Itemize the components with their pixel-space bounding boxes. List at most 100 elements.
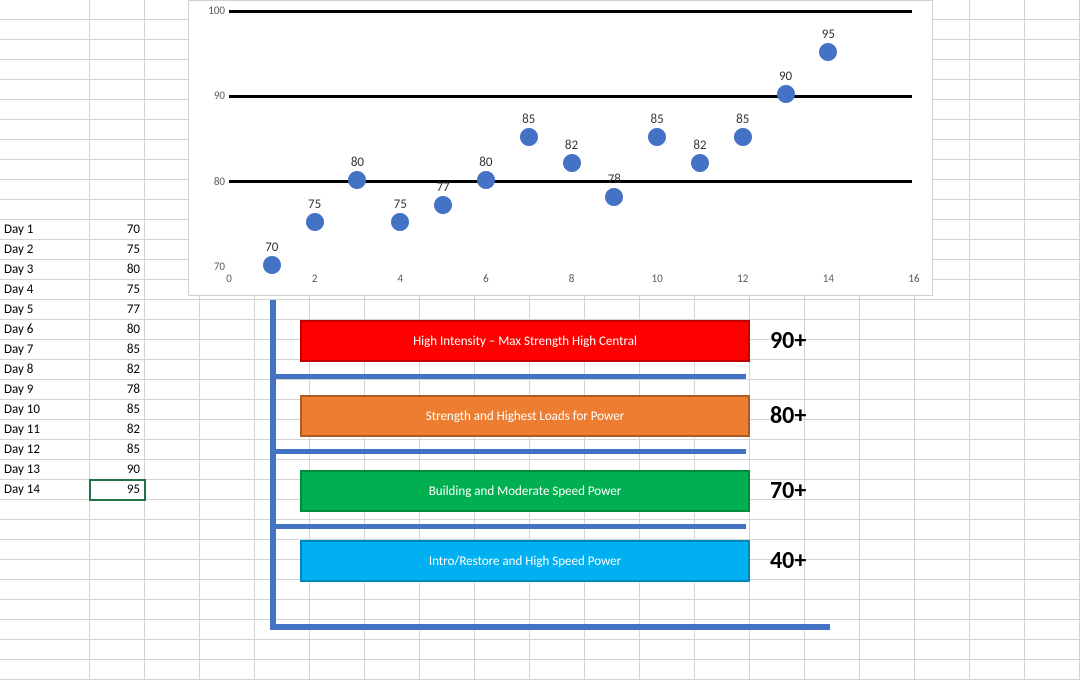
cell[interactable]: Day 7 [0,340,90,360]
cell[interactable] [970,220,1025,240]
cell[interactable] [1025,40,1080,60]
cell[interactable] [90,540,145,560]
cell[interactable] [1025,160,1080,180]
cell[interactable] [970,360,1025,380]
cell[interactable] [90,120,145,140]
cell[interactable] [970,520,1025,540]
cell[interactable]: 95 [90,480,145,500]
cell[interactable] [200,460,255,480]
cell[interactable] [970,500,1025,520]
cell[interactable] [585,660,640,680]
cell[interactable] [200,360,255,380]
cell[interactable] [145,320,200,340]
cell[interactable] [0,520,90,540]
cell[interactable] [0,500,90,520]
cell[interactable] [1025,560,1080,580]
cell[interactable] [1025,260,1080,280]
cell[interactable] [0,40,90,60]
data-point[interactable] [819,43,837,61]
cell[interactable] [1025,400,1080,420]
cell[interactable] [200,320,255,340]
cell[interactable] [970,300,1025,320]
cell[interactable]: Day 13 [0,460,90,480]
cell[interactable] [200,580,255,600]
cell[interactable] [1025,120,1080,140]
cell[interactable] [145,500,200,520]
cell[interactable] [90,0,145,20]
cell[interactable] [90,20,145,40]
cell[interactable] [970,600,1025,620]
cell[interactable] [90,80,145,100]
cell[interactable] [200,340,255,360]
cell[interactable] [90,640,145,660]
cell[interactable] [1025,300,1080,320]
cell[interactable] [1025,600,1080,620]
cell[interactable] [145,340,200,360]
cell[interactable] [90,500,145,520]
data-point[interactable] [263,256,281,274]
cell[interactable]: 78 [90,380,145,400]
cell[interactable] [970,640,1025,660]
cell[interactable] [0,620,90,640]
cell[interactable] [0,120,90,140]
cell[interactable] [970,80,1025,100]
cell[interactable] [0,80,90,100]
cell[interactable]: 85 [90,340,145,360]
cell[interactable] [145,660,200,680]
cell[interactable] [0,600,90,620]
cell[interactable] [970,60,1025,80]
cell[interactable] [200,540,255,560]
cell[interactable] [970,540,1025,560]
data-point[interactable] [691,154,709,172]
cell[interactable] [1025,60,1080,80]
data-point[interactable] [777,85,795,103]
cell[interactable] [145,300,200,320]
cell[interactable] [970,100,1025,120]
cell[interactable] [475,660,530,680]
cell[interactable] [970,560,1025,580]
data-point[interactable] [605,188,623,206]
cell[interactable] [1025,340,1080,360]
cell[interactable] [0,200,90,220]
cell[interactable] [90,180,145,200]
intensity-bar[interactable]: Intro/Restore and High Speed Power [300,540,750,582]
cell[interactable] [970,120,1025,140]
cell[interactable]: Day 4 [0,280,90,300]
cell[interactable] [1025,420,1080,440]
cell[interactable] [1025,280,1080,300]
cell[interactable] [90,140,145,160]
cell[interactable] [1025,380,1080,400]
data-point[interactable] [563,154,581,172]
cell[interactable] [200,620,255,640]
cell[interactable] [1025,640,1080,660]
cell[interactable] [0,0,90,20]
cell[interactable] [970,140,1025,160]
cell[interactable] [805,660,860,680]
cell[interactable] [1025,20,1080,40]
cell[interactable] [970,240,1025,260]
cell[interactable] [200,420,255,440]
cell[interactable] [970,660,1025,680]
cell[interactable] [145,640,200,660]
cell[interactable] [90,40,145,60]
cell[interactable] [145,400,200,420]
cell[interactable] [255,660,310,680]
cell[interactable] [1025,460,1080,480]
cell[interactable] [90,100,145,120]
cell[interactable] [970,160,1025,180]
cell[interactable]: Day 5 [0,300,90,320]
cell[interactable] [1025,620,1080,640]
cell[interactable] [970,480,1025,500]
cell[interactable]: 85 [90,440,145,460]
cell[interactable] [90,60,145,80]
cell[interactable]: Day 8 [0,360,90,380]
cell[interactable]: Day 14 [0,480,90,500]
cell[interactable] [1025,100,1080,120]
cell[interactable] [970,0,1025,20]
scatter-chart[interactable]: 7075807577808582788582859095 70809010002… [188,0,933,296]
cell[interactable] [0,180,90,200]
cell[interactable]: 90 [90,460,145,480]
cell[interactable] [915,660,970,680]
cell[interactable] [0,100,90,120]
cell[interactable] [1025,220,1080,240]
